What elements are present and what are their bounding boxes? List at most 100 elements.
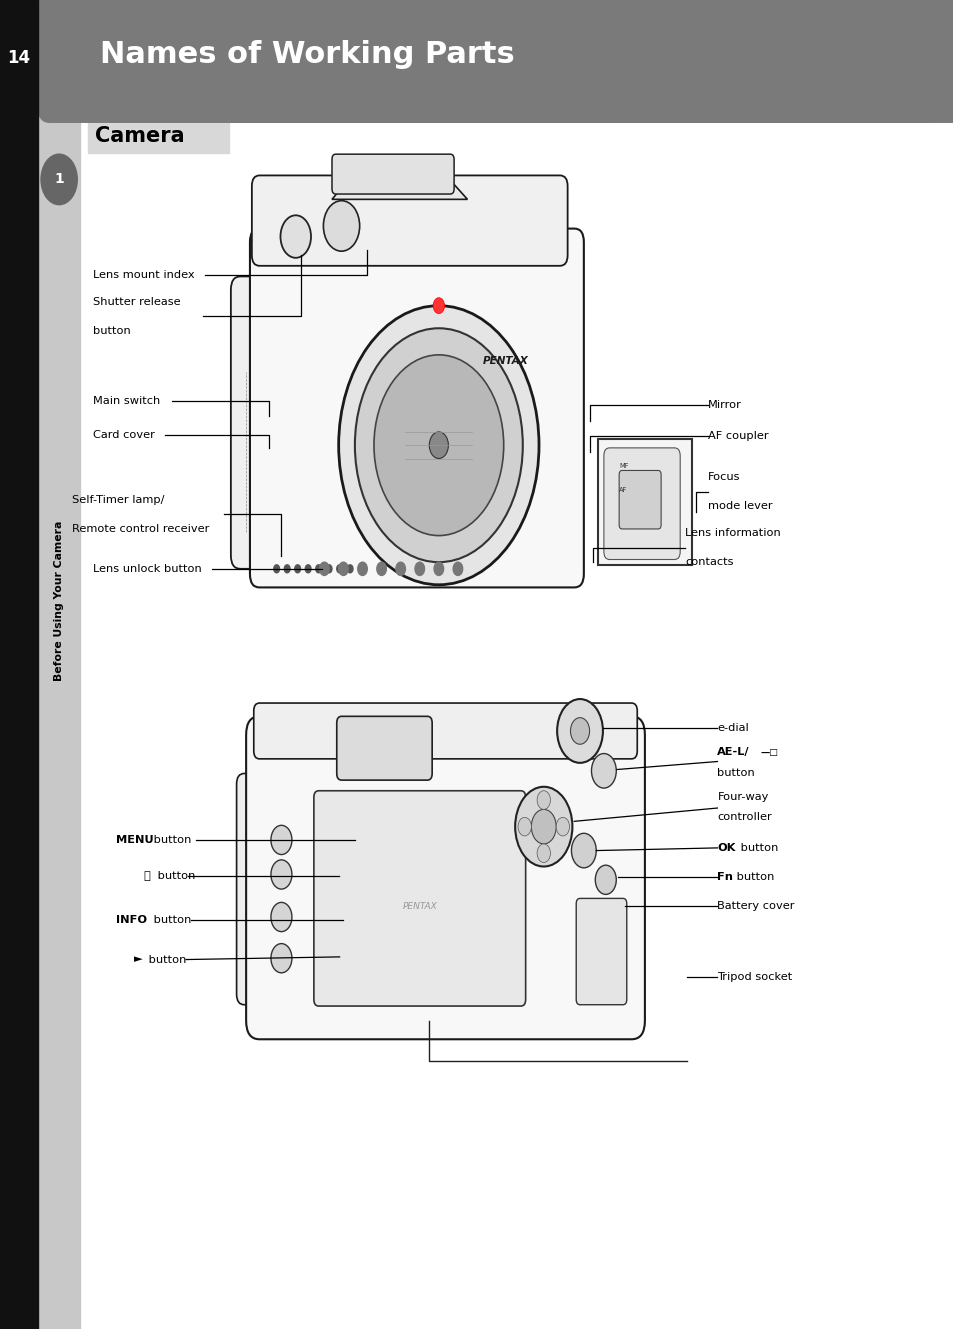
Text: 14: 14: [8, 49, 30, 68]
Text: AF coupler: AF coupler: [707, 431, 768, 441]
Text: Self-Timer lamp/: Self-Timer lamp/: [71, 494, 164, 505]
FancyBboxPatch shape: [252, 175, 567, 266]
Bar: [598, 439, 691, 565]
Circle shape: [319, 562, 329, 575]
Circle shape: [294, 565, 300, 573]
Text: OK: OK: [717, 843, 735, 853]
Circle shape: [571, 833, 596, 868]
Text: button: button: [150, 835, 192, 845]
Circle shape: [271, 825, 292, 855]
Circle shape: [591, 754, 616, 788]
Text: e-dial: e-dial: [717, 723, 748, 734]
Circle shape: [338, 306, 538, 585]
FancyBboxPatch shape: [576, 898, 626, 1005]
Text: button: button: [154, 870, 195, 881]
Text: MENU: MENU: [116, 835, 153, 845]
Circle shape: [570, 718, 589, 744]
Text: ⓘ: ⓘ: [143, 870, 150, 881]
Text: Camera: Camera: [95, 125, 185, 146]
Text: Focus: Focus: [707, 472, 740, 482]
Circle shape: [326, 565, 332, 573]
Text: PENTAX: PENTAX: [482, 356, 528, 367]
Text: ►: ►: [133, 954, 142, 965]
Text: Tripod socket: Tripod socket: [717, 971, 792, 982]
FancyBboxPatch shape: [231, 276, 302, 569]
Text: contacts: contacts: [684, 557, 733, 567]
Circle shape: [531, 809, 556, 844]
Text: Before Using Your Camera: Before Using Your Camera: [54, 521, 64, 680]
FancyBboxPatch shape: [332, 154, 454, 194]
Text: Shutter release: Shutter release: [93, 296, 181, 307]
Text: Fn: Fn: [717, 872, 733, 882]
Text: Four-way: Four-way: [717, 792, 768, 803]
Circle shape: [557, 699, 602, 763]
Circle shape: [41, 154, 77, 205]
Circle shape: [433, 298, 444, 314]
Circle shape: [271, 944, 292, 973]
Bar: [38, 106, 80, 1329]
Circle shape: [338, 562, 348, 575]
Text: Main switch: Main switch: [93, 396, 160, 407]
Circle shape: [315, 565, 321, 573]
Circle shape: [515, 787, 572, 867]
Circle shape: [415, 562, 424, 575]
Text: —□: —□: [760, 748, 778, 756]
FancyBboxPatch shape: [253, 703, 637, 759]
Text: Lens information: Lens information: [684, 528, 780, 538]
Text: button: button: [145, 954, 186, 965]
Text: Mirror: Mirror: [707, 400, 741, 411]
FancyBboxPatch shape: [618, 470, 660, 529]
Text: Remote control receiver: Remote control receiver: [71, 524, 209, 534]
Text: AE-L/: AE-L/: [717, 747, 749, 758]
Text: button: button: [732, 872, 773, 882]
Text: button: button: [737, 843, 778, 853]
Circle shape: [556, 817, 569, 836]
Bar: [88, 118, 229, 153]
Circle shape: [537, 791, 550, 809]
Circle shape: [374, 355, 503, 536]
Circle shape: [434, 562, 443, 575]
FancyBboxPatch shape: [250, 229, 583, 587]
Circle shape: [357, 562, 367, 575]
Circle shape: [595, 865, 616, 894]
Circle shape: [323, 201, 359, 251]
Circle shape: [336, 565, 342, 573]
Text: button: button: [717, 768, 755, 779]
Text: Card cover: Card cover: [93, 429, 155, 440]
FancyBboxPatch shape: [336, 716, 432, 780]
Text: button: button: [150, 914, 192, 925]
Circle shape: [284, 565, 290, 573]
FancyBboxPatch shape: [38, 0, 953, 122]
Circle shape: [280, 215, 311, 258]
Text: controller: controller: [717, 812, 771, 823]
Text: AF: AF: [618, 486, 627, 493]
Text: INFO: INFO: [116, 914, 148, 925]
Circle shape: [274, 565, 279, 573]
Circle shape: [517, 817, 531, 836]
Circle shape: [537, 844, 550, 863]
Bar: [0, 0, 38, 1329]
FancyBboxPatch shape: [314, 791, 525, 1006]
Circle shape: [395, 562, 405, 575]
Text: button: button: [93, 326, 132, 336]
Circle shape: [271, 902, 292, 932]
Text: mode lever: mode lever: [707, 501, 772, 512]
Text: MF: MF: [618, 462, 628, 469]
Text: PENTAX: PENTAX: [402, 902, 436, 910]
Circle shape: [305, 565, 311, 573]
Text: Lens unlock button: Lens unlock button: [93, 563, 202, 574]
FancyBboxPatch shape: [246, 716, 644, 1039]
Polygon shape: [332, 183, 467, 199]
FancyBboxPatch shape: [603, 448, 679, 560]
Text: Lens mount index: Lens mount index: [93, 270, 195, 280]
Text: Names of Working Parts: Names of Working Parts: [100, 40, 515, 69]
Circle shape: [376, 562, 386, 575]
Text: 1: 1: [54, 173, 64, 186]
Circle shape: [355, 328, 522, 562]
Circle shape: [429, 432, 448, 459]
Text: Battery cover: Battery cover: [717, 901, 794, 912]
Circle shape: [453, 562, 462, 575]
Circle shape: [347, 565, 353, 573]
FancyBboxPatch shape: [236, 773, 274, 1005]
Circle shape: [271, 860, 292, 889]
